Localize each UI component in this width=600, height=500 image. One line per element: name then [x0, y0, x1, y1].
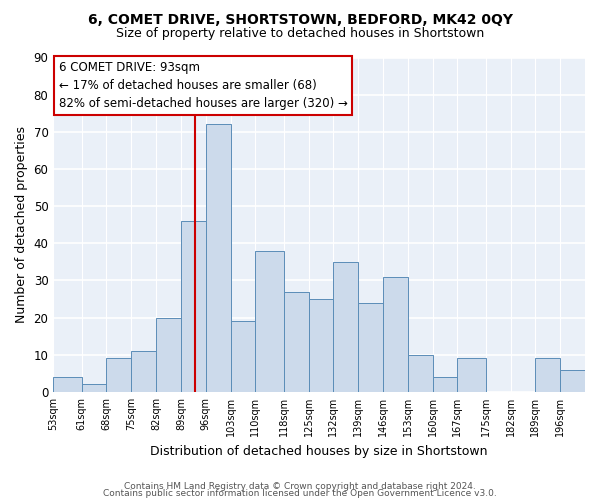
Text: Contains public sector information licensed under the Open Government Licence v3: Contains public sector information licen…	[103, 489, 497, 498]
Bar	[284, 292, 308, 392]
Bar	[206, 124, 230, 392]
Text: Size of property relative to detached houses in Shortstown: Size of property relative to detached ho…	[116, 28, 484, 40]
Bar	[156, 318, 181, 392]
Bar	[181, 221, 206, 392]
Bar	[433, 377, 457, 392]
Bar	[230, 322, 256, 392]
Bar	[358, 302, 383, 392]
Text: 6 COMET DRIVE: 93sqm
← 17% of detached houses are smaller (68)
82% of semi-detac: 6 COMET DRIVE: 93sqm ← 17% of detached h…	[59, 61, 347, 110]
Bar	[82, 384, 106, 392]
Bar	[53, 377, 82, 392]
Text: 6, COMET DRIVE, SHORTSTOWN, BEDFORD, MK42 0QY: 6, COMET DRIVE, SHORTSTOWN, BEDFORD, MK4…	[88, 12, 512, 26]
Y-axis label: Number of detached properties: Number of detached properties	[15, 126, 28, 323]
X-axis label: Distribution of detached houses by size in Shortstown: Distribution of detached houses by size …	[151, 444, 488, 458]
Bar	[256, 250, 284, 392]
Bar	[560, 370, 585, 392]
Bar	[131, 351, 156, 392]
Bar	[457, 358, 486, 392]
Bar	[408, 355, 433, 392]
Bar	[383, 276, 408, 392]
Bar	[334, 262, 358, 392]
Bar	[106, 358, 131, 392]
Bar	[535, 358, 560, 392]
Text: Contains HM Land Registry data © Crown copyright and database right 2024.: Contains HM Land Registry data © Crown c…	[124, 482, 476, 491]
Bar	[308, 299, 334, 392]
